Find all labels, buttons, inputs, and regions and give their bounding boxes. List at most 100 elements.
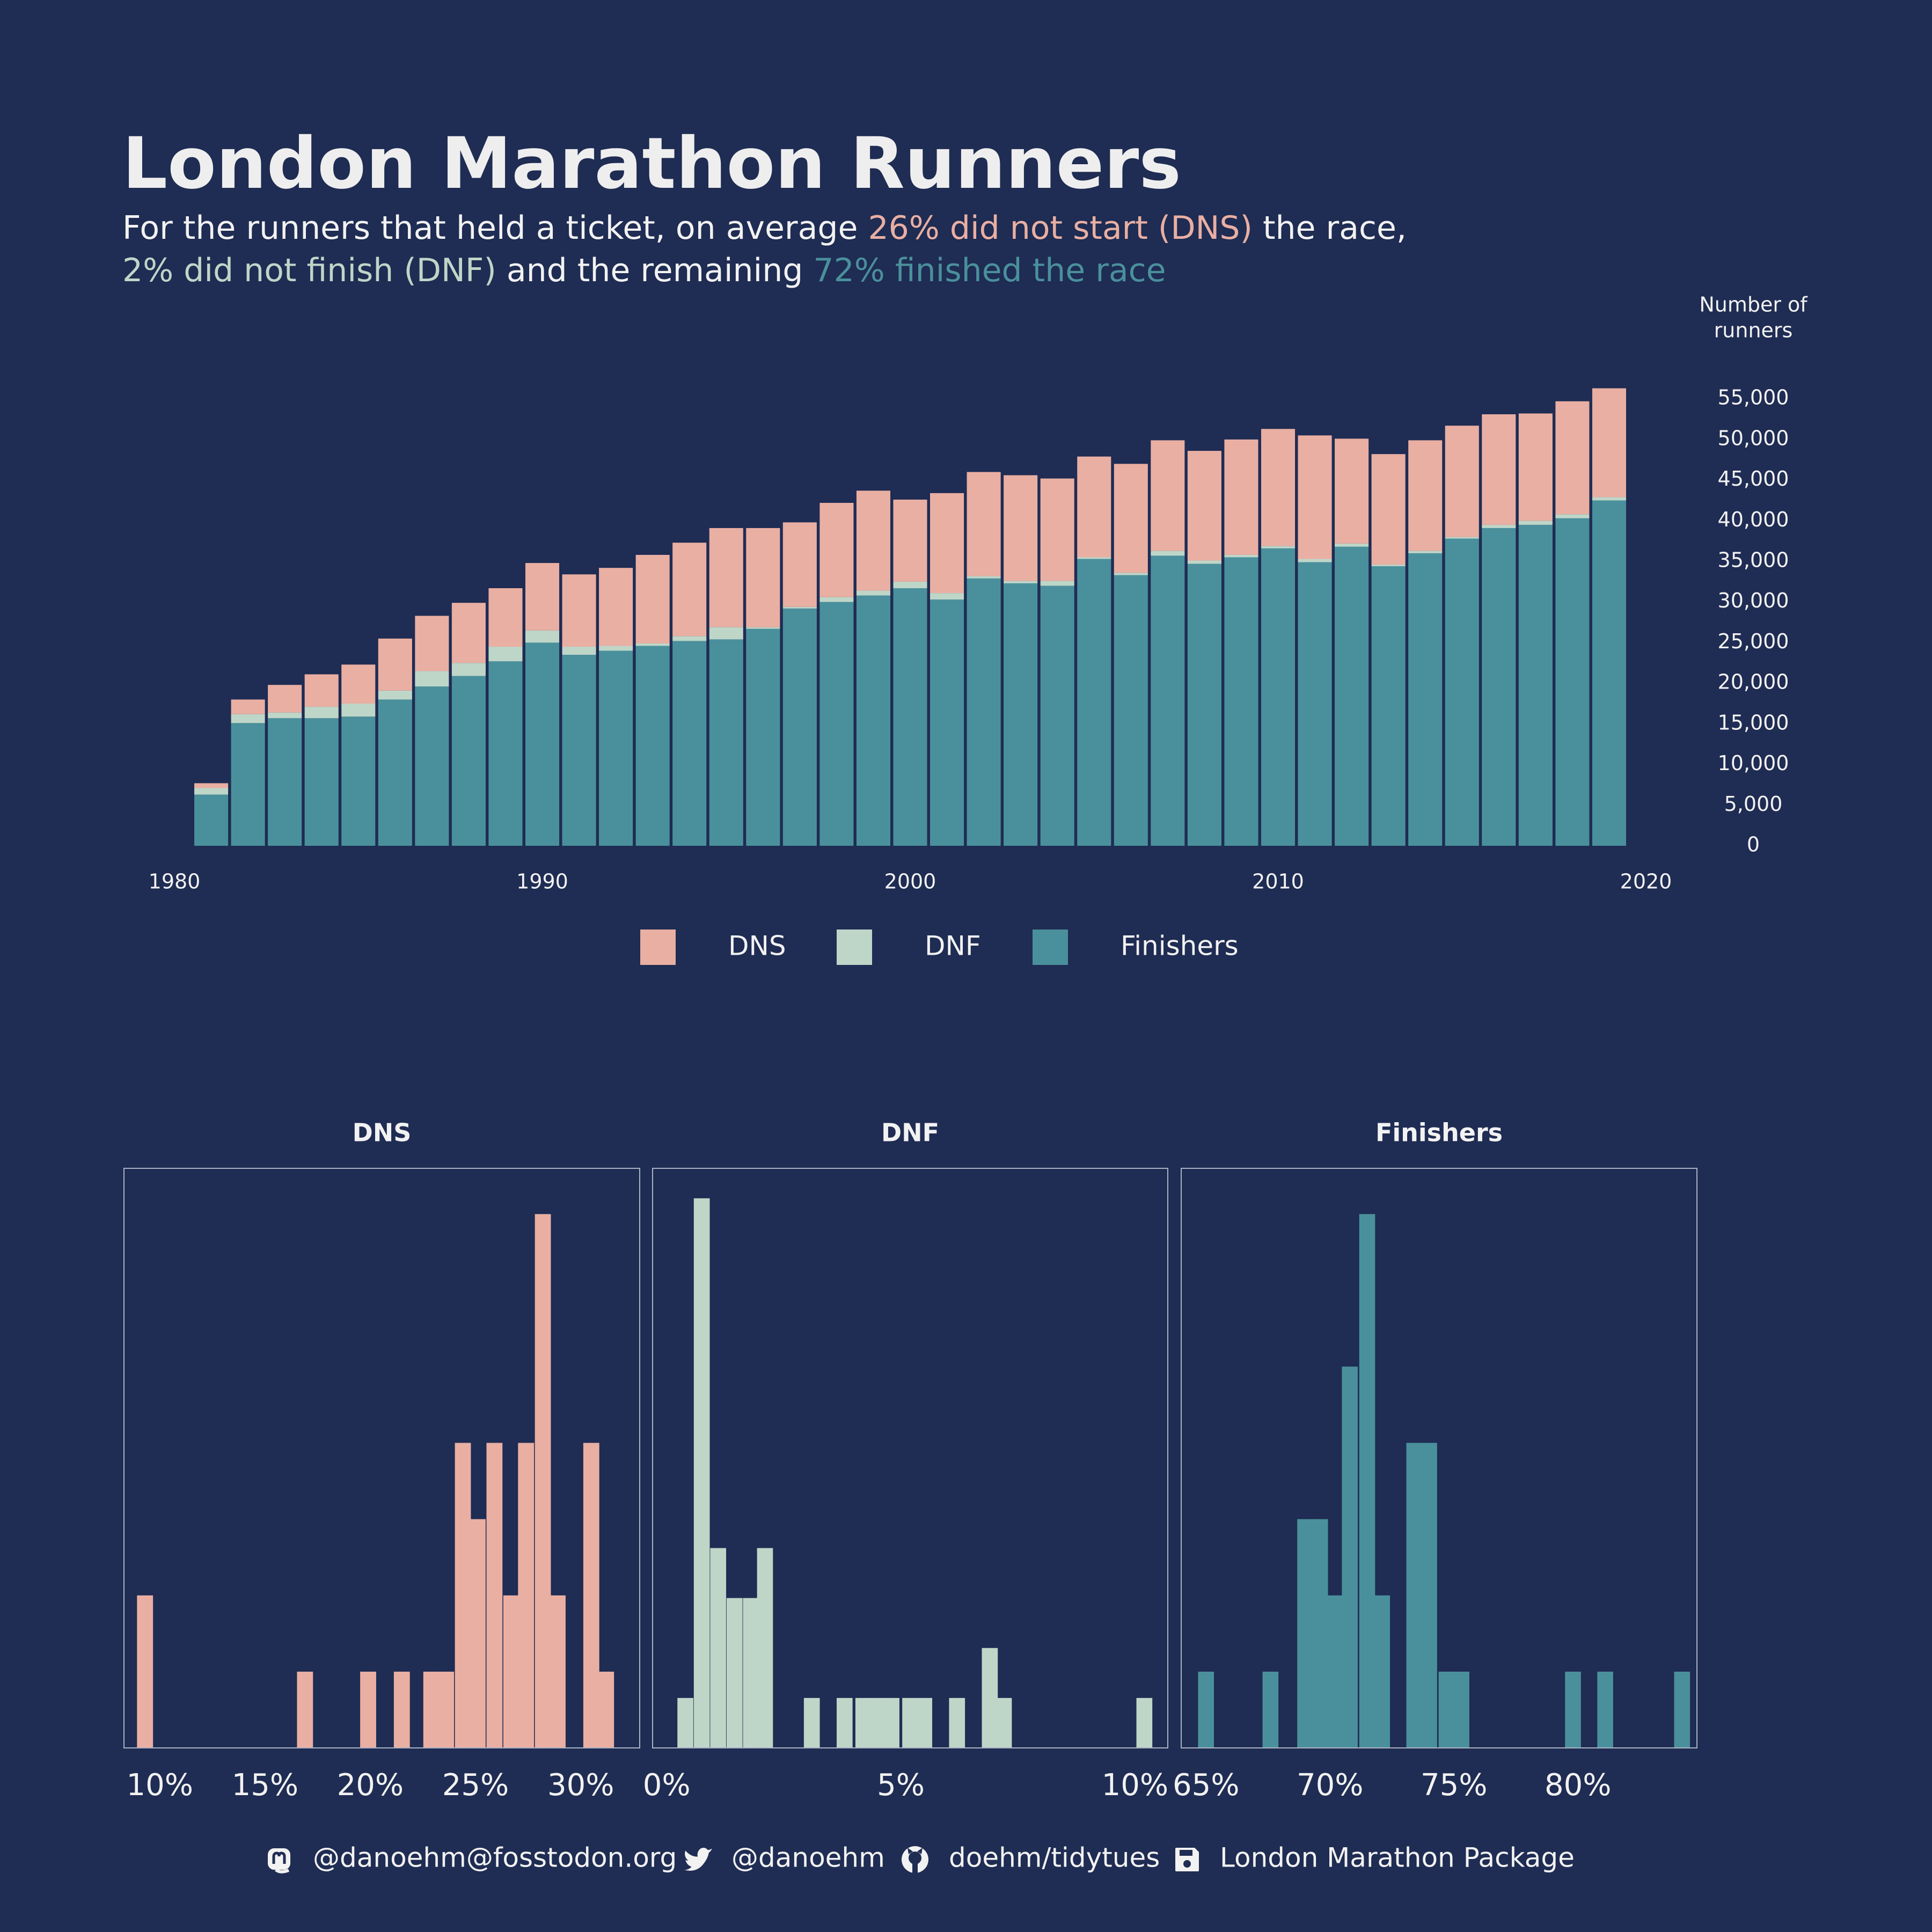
y-tick-label: 0 <box>1747 833 1760 857</box>
bar-finishers-2013 <box>1371 566 1406 846</box>
y-tick-label: 10,000 <box>1718 751 1789 775</box>
bar-dnf-2017 <box>1518 521 1553 525</box>
subtitle-segment-text: For the runners that held a ticket, on a… <box>122 209 868 247</box>
histogram-panels: DNS 10% 15% 20% 25% 30% DNF 0% 5% 10% Finishers 65%… <box>123 1118 1697 1803</box>
chart-title: London Marathon Runners <box>122 122 1181 205</box>
bar-dns-2013 <box>1371 454 1406 565</box>
bar-finishers-1982 <box>231 723 265 846</box>
bar-dns-1990 <box>525 563 560 631</box>
bar-dnf-2013 <box>1371 565 1406 567</box>
histogram-bin-dns <box>423 1671 440 1747</box>
stacked-bar-plot <box>194 388 1626 846</box>
histogram-bin-finishers <box>1565 1671 1581 1747</box>
footer-package-link[interactable]: London Marathon Package <box>1220 1842 1575 1874</box>
legend-swatch-dnf <box>837 930 872 965</box>
bar-dnf-1992 <box>599 646 633 651</box>
bar-finishers-1997 <box>782 608 817 846</box>
bar-finishers-1991 <box>562 655 596 846</box>
histogram-title-finishers: Finishers <box>1375 1118 1503 1147</box>
bar-finishers-1986 <box>378 699 412 846</box>
bar-dns-2003 <box>1004 475 1038 581</box>
subtitle-segment-text: the race, <box>1253 209 1407 247</box>
bar-finishers-1988 <box>451 676 486 846</box>
histogram-panel-frame <box>652 1168 1168 1748</box>
subtitle-segment-text: and the remaining <box>496 252 814 289</box>
bar-dnf-1986 <box>378 690 412 700</box>
histogram-x-tick-label: 20% <box>337 1768 404 1803</box>
bar-dns-1983 <box>268 685 302 713</box>
histogram-bin-dns <box>518 1443 535 1747</box>
x-tick-label: 2000 <box>884 870 936 894</box>
bar-dns-2016 <box>1482 414 1516 525</box>
bar-dnf-2014 <box>1408 551 1443 553</box>
bar-dnf-1990 <box>525 630 560 643</box>
chart-subtitle-line-2: 2% did not finish (DNF) and the remainin… <box>122 252 1166 289</box>
bar-dnf-1983 <box>268 712 302 719</box>
footer-github-repo[interactable]: doehm/tidytues <box>949 1842 1160 1874</box>
bar-dnf-1985 <box>341 704 376 717</box>
mastodon-icon <box>268 1848 290 1874</box>
histogram-x-tick-label: 65% <box>1173 1768 1239 1803</box>
github-icon <box>902 1846 928 1874</box>
bar-dns-2002 <box>967 472 1001 576</box>
histogram-bin-dnf <box>869 1697 885 1747</box>
histogram-x-tick-label: 0% <box>643 1768 691 1803</box>
bar-dns-1989 <box>488 588 523 647</box>
x-tick-label: 2020 <box>1620 870 1672 894</box>
bar-finishers-2006 <box>1114 575 1148 846</box>
bar-dnf-1981 <box>194 788 229 795</box>
footer-mastodon-handle[interactable]: @danoehm@fosstodon.org <box>313 1842 677 1874</box>
legend-swatch-finishers <box>1033 930 1068 965</box>
bar-dnf-2004 <box>1040 581 1074 586</box>
bar-finishers-2014 <box>1408 553 1443 846</box>
legend-label-finishers: Finishers <box>1121 931 1239 962</box>
bar-dns-2015 <box>1445 426 1479 537</box>
histogram-bin-finishers <box>1198 1671 1214 1747</box>
bar-dns-1981 <box>194 783 229 788</box>
histogram-x-tick-label: 10% <box>1102 1768 1168 1803</box>
histogram-bin-finishers <box>1674 1671 1690 1747</box>
histogram-bin-dns <box>583 1443 599 1747</box>
bar-dns-2009 <box>1224 439 1258 555</box>
bar-finishers-1994 <box>672 641 707 846</box>
bar-finishers-1981 <box>194 794 229 846</box>
bar-finishers-1984 <box>304 718 339 846</box>
bar-finishers-2004 <box>1040 586 1074 846</box>
y-tick-label: 45,000 <box>1718 467 1789 491</box>
bar-finishers-2008 <box>1187 564 1221 846</box>
bar-dns-1999 <box>856 491 890 591</box>
bar-finishers-1985 <box>341 716 376 846</box>
bar-dns-1987 <box>415 616 449 671</box>
y-axis-title-line: Number of <box>1699 293 1808 317</box>
bar-finishers-2012 <box>1335 546 1369 846</box>
bar-dns-1988 <box>451 603 486 663</box>
y-tick-label: 20,000 <box>1718 670 1789 694</box>
histogram-bin-dns <box>360 1671 376 1747</box>
histogram-x-tick-label: 25% <box>442 1768 509 1803</box>
bar-dns-1998 <box>819 503 854 597</box>
bar-finishers-2000 <box>893 588 927 846</box>
bar-dns-1994 <box>672 543 707 636</box>
bar-dnf-1982 <box>231 714 265 723</box>
y-axis-tick-labels: 0 5,000 10,000 15,000 20,000 25,000 30,000 35,0… <box>1718 386 1789 857</box>
footer-credits: @danoehm@fosstodon.org @danoehm doehm/ti… <box>268 1842 1575 1874</box>
bar-finishers-2011 <box>1298 562 1332 846</box>
bar-dnf-2010 <box>1261 546 1296 548</box>
bar-dnf-1996 <box>746 627 780 629</box>
bar-finishers-2016 <box>1482 528 1516 846</box>
histogram-bin-finishers <box>1297 1519 1313 1747</box>
bar-finishers-1992 <box>599 650 633 846</box>
y-tick-label: 5,000 <box>1724 792 1783 816</box>
bar-finishers-1990 <box>525 642 560 846</box>
histogram-x-tick-label: 75% <box>1421 1768 1487 1803</box>
bar-dnf-1998 <box>819 597 854 602</box>
y-tick-label: 30,000 <box>1718 589 1789 612</box>
bar-dnf-2001 <box>930 593 964 600</box>
histogram-x-tick-label: 15% <box>232 1768 298 1803</box>
floppy-disk-icon <box>1175 1848 1199 1871</box>
footer-twitter-handle[interactable]: @danoehm <box>731 1842 885 1874</box>
bar-dnf-2016 <box>1482 524 1516 528</box>
histogram-bin-dns <box>486 1443 503 1747</box>
histogram-title-dns: DNS <box>353 1118 412 1147</box>
